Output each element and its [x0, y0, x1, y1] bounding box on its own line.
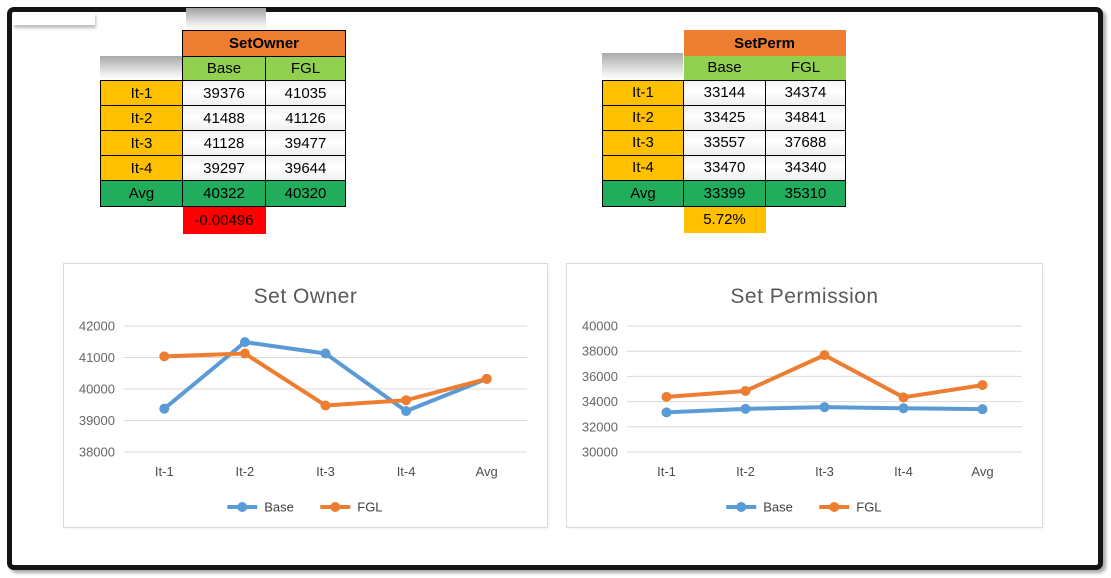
svg-text:34000: 34000 — [582, 394, 618, 409]
row-label-cell: It-1 — [602, 79, 684, 106]
table-row: It-3 41128 39477 — [100, 130, 346, 156]
delta-cell: 5.72% — [683, 206, 766, 233]
value-cell: 41126 — [265, 105, 346, 131]
avg-value-cell: 40322 — [182, 180, 266, 207]
table-header-row: SetOwner — [101, 30, 346, 57]
value-cell: 41488 — [182, 105, 266, 131]
avg-label-cell: Avg — [100, 180, 183, 207]
row-label-cell: It-2 — [602, 104, 684, 131]
value-cell: 39644 — [265, 155, 346, 181]
svg-text:FGL: FGL — [357, 500, 382, 515]
table-row: It-4 33470 34340 — [602, 154, 846, 181]
svg-text:It-3: It-3 — [815, 464, 834, 479]
svg-text:38000: 38000 — [582, 344, 618, 359]
value-cell: 34841 — [765, 104, 846, 131]
table-title: SetPerm — [683, 30, 846, 56]
table-row: It-2 41488 41126 — [100, 105, 346, 131]
svg-text:40000: 40000 — [582, 319, 618, 334]
chart-title: Set Owner — [253, 285, 358, 308]
average-row: Avg 33399 35310 — [602, 179, 846, 207]
svg-text:Base: Base — [763, 500, 793, 515]
col-header-base: Base — [182, 56, 266, 81]
chart-canvas: 38000 39000 40000 41000 42000 It-1 It-2 It-3 It-… — [79, 319, 527, 515]
svg-text:32000: 32000 — [582, 419, 618, 434]
value-cell: 34340 — [765, 154, 846, 181]
chart-canvas: 30000 32000 34000 36000 38000 40000 It-1 It-2 It… — [582, 319, 1022, 515]
avg-value-cell: 33399 — [683, 179, 766, 207]
value-cell: 39376 — [182, 80, 266, 106]
avg-value-cell: 35310 — [765, 179, 846, 207]
svg-text:It-4: It-4 — [894, 464, 913, 479]
setperm-table: SetPerm Base FGL It-1 33144 34374 It-2 3… — [602, 30, 846, 233]
svg-text:It-3: It-3 — [316, 464, 335, 479]
svg-text:Avg: Avg — [476, 464, 498, 479]
value-cell: 33557 — [683, 129, 766, 156]
row-label-cell: It-2 — [100, 105, 183, 131]
spacer-cell — [603, 56, 684, 80]
row-label-cell: It-3 — [602, 129, 684, 156]
svg-text:41000: 41000 — [79, 350, 115, 365]
column-header-row: Base FGL — [603, 56, 846, 80]
svg-text:39000: 39000 — [79, 413, 115, 428]
svg-text:38000: 38000 — [79, 445, 115, 460]
value-cell: 33470 — [683, 154, 766, 181]
row-label-cell: It-3 — [100, 130, 183, 156]
svg-text:42000: 42000 — [79, 319, 115, 334]
table-row: It-3 33557 37688 — [602, 129, 846, 156]
table-row: It-4 39297 39644 — [100, 155, 346, 181]
svg-text:It-2: It-2 — [236, 464, 255, 479]
table-row: It-2 33425 34841 — [602, 104, 846, 131]
svg-text:It-1: It-1 — [155, 464, 174, 479]
avg-value-cell: 40320 — [265, 180, 346, 207]
avg-label-cell: Avg — [602, 179, 684, 207]
table-header-row: SetPerm — [603, 30, 846, 56]
spacer-cell — [101, 57, 183, 81]
svg-text:Base: Base — [264, 500, 294, 515]
set-owner-chart: 38000 39000 40000 41000 42000 It-1 It-2 It-3 It-… — [63, 263, 548, 528]
table-row: It-1 33144 34374 — [602, 79, 846, 106]
svg-text:It-4: It-4 — [397, 464, 416, 479]
value-cell: 33144 — [683, 79, 766, 106]
col-header-base: Base — [683, 56, 766, 80]
value-cell: 37688 — [765, 129, 846, 156]
svg-text:40000: 40000 — [79, 382, 115, 397]
screenshot-ghost-artifact — [186, 8, 266, 29]
spacer-cell — [101, 207, 183, 234]
row-label-cell: It-1 — [100, 80, 183, 106]
average-row: Avg 40322 40320 — [100, 180, 346, 207]
delta-row: 5.72% — [603, 206, 846, 233]
screenshot-ghost-artifact — [602, 53, 683, 80]
setowner-table: SetOwner Base FGL It-1 39376 41035 It-2 … — [100, 30, 346, 234]
svg-text:It-1: It-1 — [657, 464, 676, 479]
spacer-cell — [266, 207, 346, 234]
col-header-fgl: FGL — [265, 56, 346, 81]
value-cell: 41128 — [182, 130, 266, 156]
screenshot-ghost-artifact — [100, 56, 182, 80]
column-header-row: Base FGL — [101, 56, 346, 81]
spacer-cell — [101, 31, 183, 57]
col-header-fgl: FGL — [765, 56, 846, 80]
delta-cell: -0.00496 — [182, 206, 266, 234]
value-cell: 39477 — [265, 130, 346, 156]
table-title: SetOwner — [182, 30, 346, 57]
svg-text:It-2: It-2 — [736, 464, 755, 479]
svg-text:FGL: FGL — [856, 500, 881, 515]
delta-row: -0.00496 — [101, 206, 346, 234]
svg-text:36000: 36000 — [582, 369, 618, 384]
value-cell: 34374 — [765, 79, 846, 106]
spacer-cell — [766, 206, 846, 233]
chart-title: Set Permission — [730, 285, 879, 308]
value-cell: 33425 — [683, 104, 766, 131]
spacer-cell — [603, 30, 684, 56]
screenshot-ghost-artifact — [13, 12, 95, 25]
value-cell: 41035 — [265, 80, 346, 106]
svg-text:Avg: Avg — [971, 464, 993, 479]
value-cell: 39297 — [182, 155, 266, 181]
table-row: It-1 39376 41035 — [100, 80, 346, 106]
svg-text:30000: 30000 — [582, 445, 618, 460]
spacer-cell — [603, 206, 684, 233]
row-label-cell: It-4 — [602, 154, 684, 181]
set-permission-chart: 30000 32000 34000 36000 38000 40000 It-1 It-2 It… — [566, 263, 1043, 528]
row-label-cell: It-4 — [100, 155, 183, 181]
